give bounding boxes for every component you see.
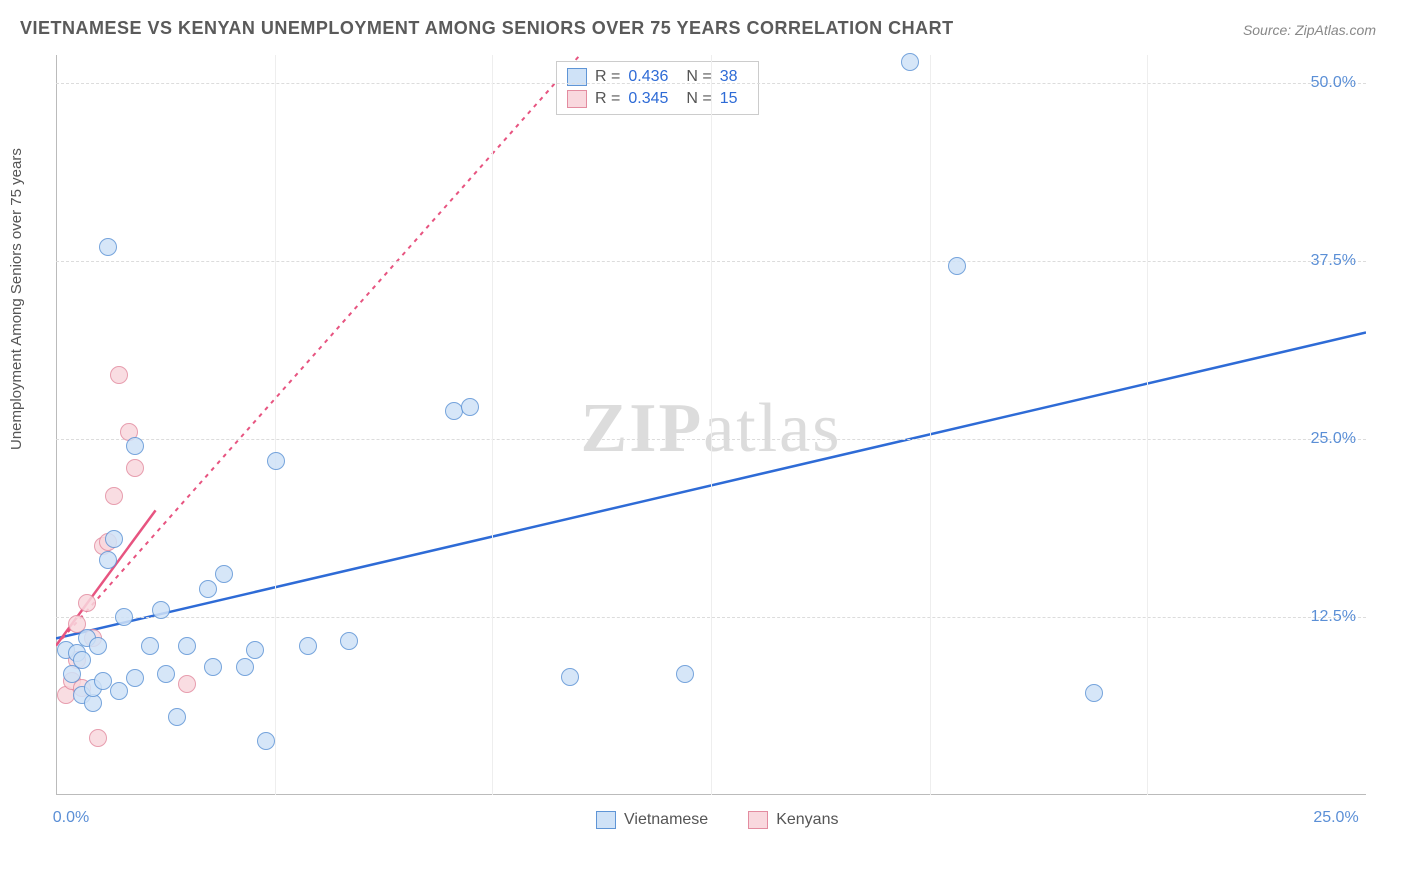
legend-item-vietnamese: Vietnamese — [596, 811, 708, 829]
y-tick-label: 25.0% — [1311, 430, 1356, 448]
data-point — [110, 366, 128, 384]
data-point — [299, 637, 317, 655]
source-link[interactable]: ZipAtlas.com — [1295, 22, 1376, 38]
data-point — [89, 637, 107, 655]
y-tick-label: 50.0% — [1311, 74, 1356, 92]
source-attribution: Source: ZipAtlas.com — [1243, 22, 1376, 38]
data-point — [141, 637, 159, 655]
chart-title: VIETNAMESE VS KENYAN UNEMPLOYMENT AMONG … — [20, 18, 954, 39]
stats-row-kenyans: R = 0.345 N = 15 — [567, 88, 748, 110]
stats-legend: R = 0.436 N = 38 R = 0.345 N = 15 — [556, 61, 759, 115]
data-point — [948, 257, 966, 275]
data-point — [1085, 684, 1103, 702]
swatch-kenyans — [567, 90, 587, 108]
data-point — [99, 238, 117, 256]
data-point — [73, 651, 91, 669]
data-point — [126, 437, 144, 455]
gridline-vertical — [492, 55, 493, 795]
legend-swatch-kenyans — [748, 811, 768, 829]
chart-container: VIETNAMESE VS KENYAN UNEMPLOYMENT AMONG … — [0, 0, 1406, 892]
watermark-zip: ZIP — [581, 390, 704, 467]
data-point — [78, 594, 96, 612]
regression-line — [56, 55, 580, 646]
data-point — [168, 708, 186, 726]
data-point — [676, 665, 694, 683]
data-point — [110, 682, 128, 700]
x-tick-label: 25.0% — [1313, 809, 1358, 827]
n-label: N = — [686, 90, 711, 108]
data-point — [461, 398, 479, 416]
data-point — [157, 665, 175, 683]
legend-swatch-vietnamese — [596, 811, 616, 829]
gridline-vertical — [275, 55, 276, 795]
y-axis-label: Unemployment Among Seniors over 75 years — [8, 148, 25, 450]
source-label: Source: — [1243, 22, 1291, 38]
y-axis — [56, 55, 57, 795]
r-value-kenyans: 0.345 — [628, 90, 668, 108]
data-point — [152, 601, 170, 619]
data-point — [99, 551, 117, 569]
x-tick-label: 0.0% — [53, 809, 89, 827]
data-point — [178, 637, 196, 655]
data-point — [267, 452, 285, 470]
data-point — [901, 53, 919, 71]
legend-label-kenyans: Kenyans — [776, 811, 838, 829]
data-point — [199, 580, 217, 598]
gridline-vertical — [711, 55, 712, 795]
r-label: R = — [595, 90, 620, 108]
data-point — [236, 658, 254, 676]
data-point — [215, 565, 233, 583]
gridline-vertical — [930, 55, 931, 795]
data-point — [340, 632, 358, 650]
stats-row-vietnamese: R = 0.436 N = 38 — [567, 66, 748, 88]
y-tick-label: 12.5% — [1311, 608, 1356, 626]
data-point — [126, 459, 144, 477]
data-point — [204, 658, 222, 676]
data-point — [115, 608, 133, 626]
data-point — [561, 668, 579, 686]
plot-area: ZIPatlas R = 0.436 N = 38 R = 0.345 N = … — [56, 55, 1366, 835]
y-tick-label: 37.5% — [1311, 252, 1356, 270]
watermark-atlas: atlas — [703, 390, 841, 467]
data-point — [105, 487, 123, 505]
bottom-legend: Vietnamese Kenyans — [596, 811, 838, 829]
data-point — [89, 729, 107, 747]
legend-item-kenyans: Kenyans — [748, 811, 838, 829]
legend-label-vietnamese: Vietnamese — [624, 811, 708, 829]
data-point — [178, 675, 196, 693]
data-point — [105, 530, 123, 548]
data-point — [257, 732, 275, 750]
gridline-vertical — [1147, 55, 1148, 795]
data-point — [246, 641, 264, 659]
n-value-kenyans: 15 — [720, 90, 738, 108]
data-point — [126, 669, 144, 687]
